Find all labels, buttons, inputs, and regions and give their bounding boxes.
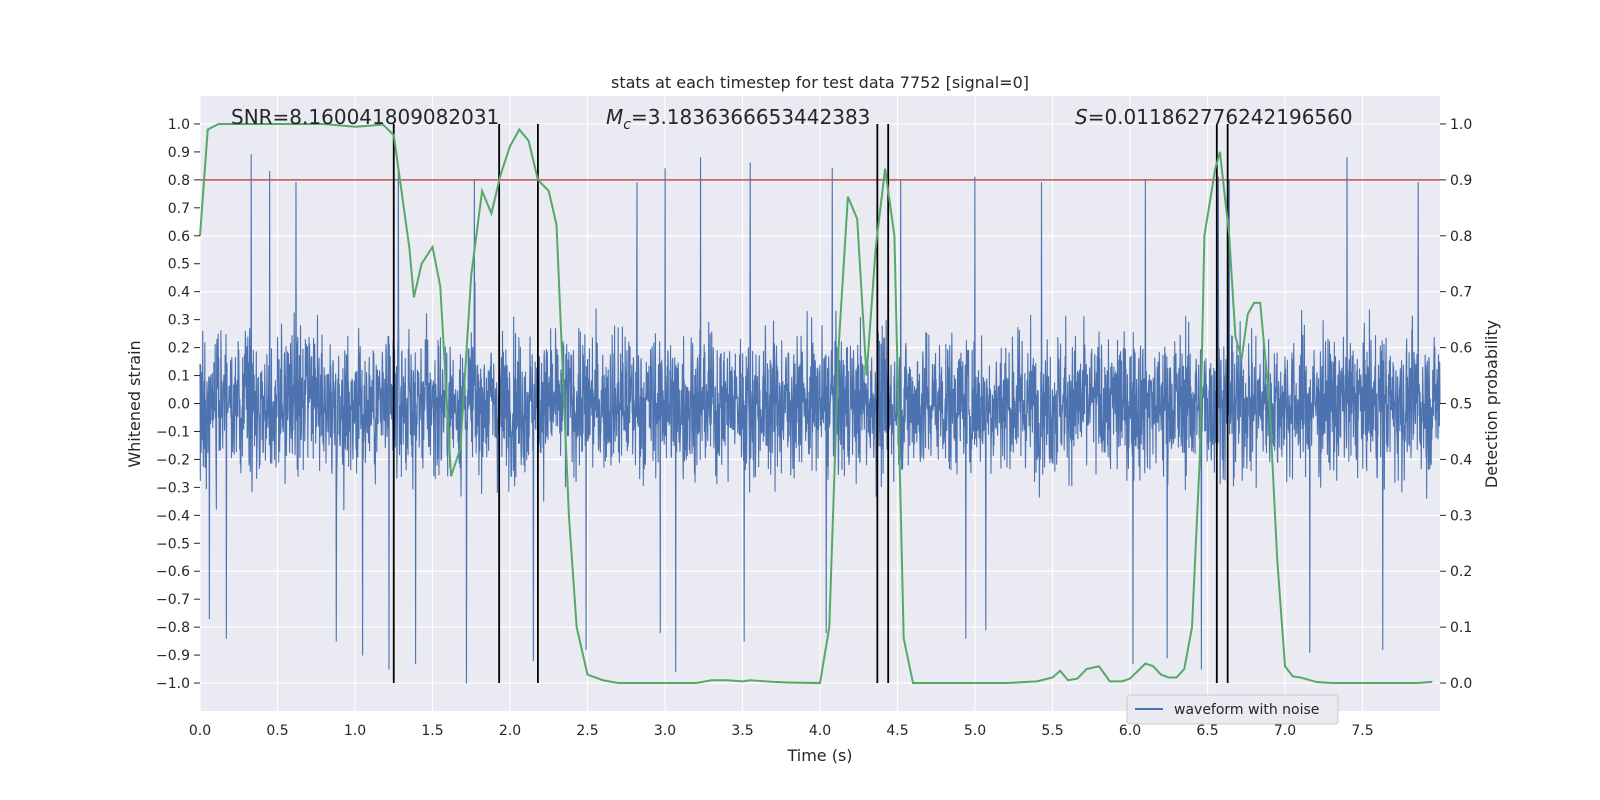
y2-tick-label: 0.7 [1450, 285, 1472, 301]
x-tick-label: 4.0 [809, 723, 831, 739]
y2-tick-label: 0.4 [1450, 452, 1472, 468]
x-tick-label: 3.5 [731, 723, 753, 739]
x-axis-label: Time (s) [786, 746, 852, 765]
x-tick-label: 1.5 [421, 723, 443, 739]
x-tick-label: 0.0 [189, 723, 211, 739]
y2-axis-ticks: 1.0 0.9 0.8 0.7 0.6 0.5 0.4 0.3 0.2 0.1 0.0 [1440, 117, 1472, 692]
y-tick-label: 0.4 [168, 285, 190, 301]
y-tick-label: −0.5 [156, 536, 190, 552]
y-axis-label: Whitened strain [125, 340, 144, 467]
x-tick-label: 2.0 [499, 723, 521, 739]
x-tick-label: 0.5 [266, 723, 288, 739]
y-tick-label: −0.8 [156, 620, 190, 636]
chirp-mass-annotation: Mc=3.1836366653442383 [606, 105, 870, 133]
y-tick-label: −0.2 [156, 452, 190, 468]
x-axis-ticks: 0.0 0.5 1.0 1.5 2.0 2.5 3.0 3.5 4.0 4.5 5.0 5.5 6.0 6… [189, 723, 1374, 739]
s-value: =0.011862776242196560 [1088, 105, 1353, 129]
y2-tick-label: 0.0 [1450, 676, 1472, 692]
waveform-line [199, 154, 1441, 684]
y2-tick-label: 0.9 [1450, 173, 1472, 189]
y-tick-label: −0.4 [156, 508, 190, 524]
snr-annotation: SNR=8.160041809082031 [231, 105, 499, 129]
vertical-markers [392, 123, 1229, 684]
y-tick-label: 0.9 [168, 145, 190, 161]
y-tick-label: 0.8 [168, 173, 190, 189]
y-tick-label: 0.1 [168, 369, 190, 385]
chirp-mass-value: =3.1836366653442383 [631, 105, 870, 129]
y-tick-label: −0.7 [156, 592, 190, 608]
y-tick-label: −0.9 [156, 648, 190, 664]
y-tick-label: −1.0 [156, 676, 190, 692]
waveform-series [199, 154, 1441, 684]
y-tick-label: −0.1 [156, 424, 190, 440]
probability-line [199, 122, 1433, 685]
y-tick-label: 0.6 [168, 229, 190, 245]
y-tick-label: −0.3 [156, 480, 190, 496]
y2-tick-label: 0.2 [1450, 564, 1472, 580]
y-tick-label: 0.3 [168, 313, 190, 329]
x-tick-label: 7.5 [1351, 723, 1373, 739]
x-tick-label: 5.5 [1041, 723, 1063, 739]
x-tick-label: 5.0 [964, 723, 986, 739]
x-tick-label: 2.5 [576, 723, 598, 739]
y-tick-label: 1.0 [168, 117, 190, 133]
y-tick-label: 0.0 [168, 397, 190, 413]
chirp-mass-symbol: M [606, 105, 623, 129]
y-tick-label: 0.7 [168, 201, 190, 217]
y-tick-label: 0.2 [168, 341, 190, 357]
y2-tick-label: 1.0 [1450, 117, 1472, 133]
y2-axis-label: Detection probability [1482, 320, 1501, 488]
y2-tick-label: 0.5 [1450, 397, 1472, 413]
y2-tick-label: 0.6 [1450, 341, 1472, 357]
x-tick-label: 6.0 [1119, 723, 1141, 739]
legend: waveform with noise [1126, 694, 1339, 725]
s-annotation: S=0.011862776242196560 [1075, 105, 1353, 129]
y-axis-ticks: 1.0 0.9 0.8 0.7 0.6 0.5 0.4 0.3 0.2 0.1 0.0 −0.1 −0.… [156, 117, 200, 692]
legend-box [1126, 694, 1339, 725]
x-tick-label: 6.5 [1196, 723, 1218, 739]
x-tick-label: 1.0 [344, 723, 366, 739]
s-symbol: S [1075, 105, 1088, 129]
legend-entry: waveform with noise [1174, 702, 1319, 718]
x-tick-label: 7.0 [1274, 723, 1296, 739]
y2-tick-label: 0.1 [1450, 620, 1472, 636]
x-tick-label: 3.0 [654, 723, 676, 739]
y-tick-label: −0.6 [156, 564, 190, 580]
chirp-mass-subscript: c [623, 117, 631, 133]
x-tick-label: 4.5 [886, 723, 908, 739]
chart-title: stats at each timestep for test data 775… [611, 73, 1029, 92]
y2-tick-label: 0.3 [1450, 508, 1472, 524]
probability-series [199, 122, 1433, 685]
y2-tick-label: 0.8 [1450, 229, 1472, 245]
y-tick-label: 0.5 [168, 257, 190, 273]
